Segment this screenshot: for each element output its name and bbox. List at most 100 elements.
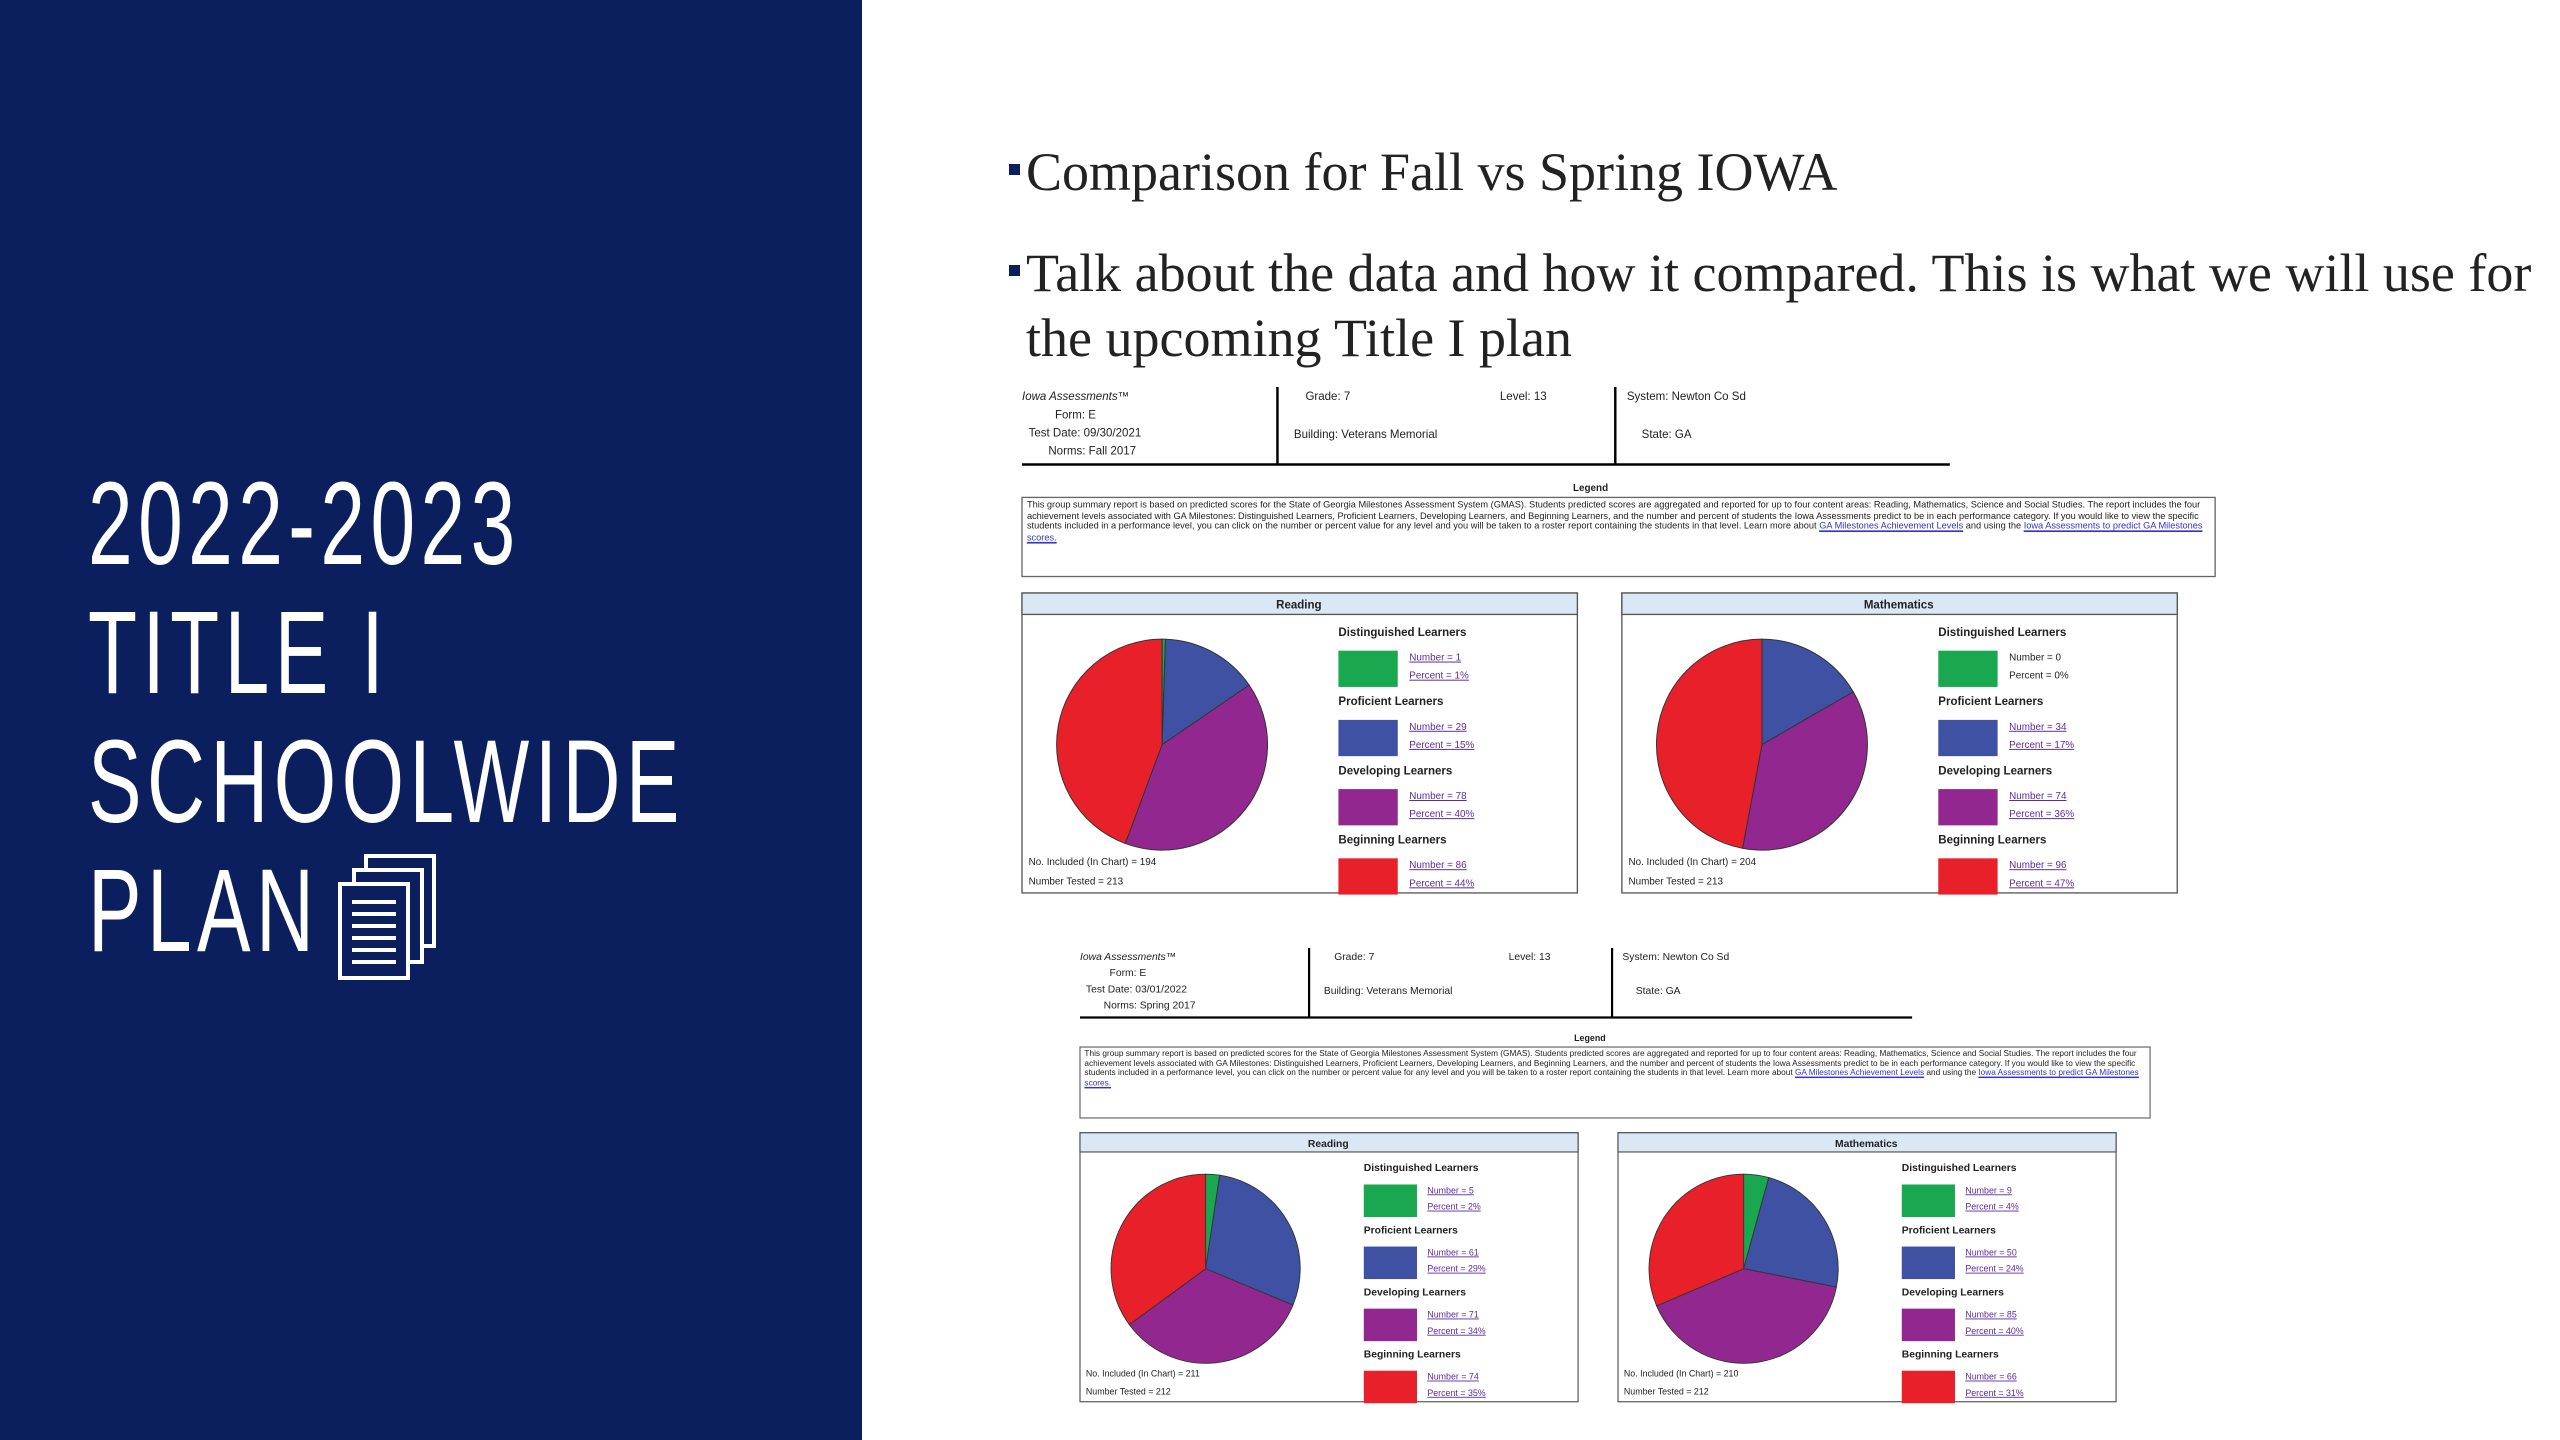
panel: Mathematics Distinguished Learners Number … [1617, 1132, 2117, 1404]
level-number: Number = 0 [2009, 653, 2061, 664]
panel-header [1079, 1132, 1579, 1153]
level-percent[interactable]: Percent = 29% [1427, 1264, 1485, 1274]
panel: Reading Distinguished Learners Number = 5 P… [1079, 1132, 1579, 1404]
pie-slice [1743, 1176, 1839, 1288]
tested-count: Number Tested = 212 [1624, 1386, 1709, 1396]
level-number[interactable]: Number = 71 [1427, 1310, 1479, 1320]
pie-slice [1205, 1174, 1301, 1306]
level-swatch [1363, 1184, 1417, 1217]
legend-link[interactable]: GA Milestones Achievement Levels [1819, 522, 1964, 533]
bullet: Talk about the data and how it compared.… [1009, 241, 2539, 371]
level-name: Developing Learners [1902, 1287, 2004, 1298]
level-percent[interactable]: Percent = 47% [2009, 878, 2074, 889]
level-percent[interactable]: Percent = 40% [1965, 1326, 2023, 1336]
legend-link[interactable]: Iowa Assessments to predict GA Milestone… [1084, 1069, 2139, 1089]
pie-slice [1161, 638, 1250, 746]
level-swatch [1363, 1246, 1417, 1280]
norms: Norms: Fall 2017 [1048, 446, 1136, 458]
level-swatch [1338, 719, 1398, 757]
title-line: 2022-2023 [88, 458, 521, 590]
panel: Mathematics Distinguished Learners Number … [1621, 592, 2178, 895]
level-name: Developing Learners [1938, 765, 2052, 777]
pie-slice [1741, 691, 1868, 851]
level-name: Beginning Learners [1364, 1349, 1461, 1360]
included-count: No. Included (In Chart) = 194 [1029, 857, 1157, 868]
level-percent[interactable]: Percent = 1% [1409, 671, 1469, 682]
level-number[interactable]: Number = 50 [1965, 1247, 2017, 1257]
level-number[interactable]: Number = 86 [1409, 860, 1467, 871]
pie-slice [1761, 638, 1854, 746]
norms: Norms: Spring 2017 [1104, 1001, 1196, 1012]
form: Form: E [1110, 968, 1147, 979]
legend-paragraph: This group summary report is based on pr… [1027, 501, 2210, 544]
level-percent: Percent = 0% [2009, 671, 2069, 682]
legend-text: and using the [1926, 1069, 1977, 1079]
test-date: Test Date: 09/30/2021 [1029, 427, 1142, 439]
level-number[interactable]: Number = 66 [1965, 1372, 2017, 1382]
report: Iowa Assessments™ Form: E Test Date: 09/30… [1021, 387, 2216, 895]
level-swatch [1901, 1184, 1955, 1217]
level-percent[interactable]: Percent = 31% [1965, 1388, 2023, 1398]
level-number[interactable]: Number = 78 [1409, 791, 1467, 802]
level-name: Beginning Learners [1902, 1349, 1999, 1360]
level-name: Proficient Learners [1938, 696, 2043, 708]
panel-header [1021, 592, 1579, 616]
grade: Grade: 7 [1305, 391, 1350, 403]
legend-link[interactable]: Iowa Assessments to predict GA Milestone… [1026, 522, 2203, 544]
level-name: Distinguished Learners [1902, 1163, 2017, 1174]
pie-slice [1656, 1268, 1837, 1364]
legend-text: and using the [1965, 522, 2022, 533]
level-percent[interactable]: Percent = 34% [1427, 1326, 1485, 1336]
level-percent[interactable]: Percent = 36% [2009, 809, 2074, 820]
legend-title: Legend [1574, 1033, 1606, 1043]
bullet-list: Comparison for Fall vs Spring IOWA Talk … [1009, 140, 2539, 407]
level-number[interactable]: Number = 34 [2009, 722, 2067, 733]
level-name: Beginning Learners [1338, 834, 1446, 846]
legend-paragraph: This group summary report is based on pr… [1084, 1050, 2145, 1089]
level-number[interactable]: Number = 61 [1427, 1247, 1479, 1257]
title-line: SCHOOLWIDE [88, 716, 685, 848]
pie-slice [1124, 684, 1268, 851]
level-swatch [1901, 1246, 1955, 1280]
panel-header [1621, 592, 2178, 616]
level-percent[interactable]: Percent = 24% [1965, 1264, 2023, 1274]
pie-slice [1056, 638, 1163, 845]
panel-header [1617, 1132, 2117, 1153]
level-name: Distinguished Learners [1364, 1163, 1479, 1174]
pie-slice [1110, 1173, 1207, 1326]
level-percent[interactable]: Percent = 44% [1409, 878, 1474, 889]
level-percent[interactable]: Percent = 2% [1427, 1202, 1481, 1212]
pie-slice [1128, 1268, 1294, 1364]
level-number[interactable]: Number = 5 [1427, 1185, 1474, 1195]
level-number[interactable]: Number = 85 [1965, 1310, 2017, 1320]
level-swatch [1338, 858, 1398, 895]
grade: Grade: 7 [1334, 952, 1374, 963]
level-number[interactable]: Number = 74 [1427, 1372, 1479, 1382]
level-swatch [1901, 1308, 1955, 1342]
state: State: GA [1642, 429, 1692, 441]
level-percent[interactable]: Percent = 4% [1965, 1202, 2019, 1212]
level-percent[interactable]: Percent = 17% [2009, 740, 2074, 751]
level-number[interactable]: Number = 96 [2009, 860, 2067, 871]
level-number[interactable]: Number = 74 [2009, 791, 2067, 802]
level-percent[interactable]: Percent = 15% [1409, 740, 1474, 751]
level-number[interactable]: Number = 29 [1409, 722, 1467, 733]
level-number[interactable]: Number = 9 [1965, 1185, 2012, 1195]
legend-box [1079, 1046, 2151, 1119]
legend-text-box: This group summary report is based on pr… [1027, 501, 2210, 544]
test-date: Test Date: 03/01/2022 [1086, 984, 1187, 995]
tested-count: Number Tested = 213 [1029, 877, 1124, 888]
building: Building: Veterans Memorial [1294, 429, 1437, 441]
brand: Iowa Assessments™ [1080, 952, 1176, 963]
level-swatch [1363, 1370, 1417, 1404]
level-percent[interactable]: Percent = 40% [1409, 809, 1474, 820]
level-swatch [1363, 1308, 1417, 1342]
level-number[interactable]: Number = 1 [1409, 653, 1461, 664]
level-percent[interactable]: Percent = 35% [1427, 1388, 1485, 1398]
legend-link[interactable]: GA Milestones Achievement Levels [1794, 1069, 1925, 1079]
panel-title: Reading [1276, 600, 1321, 612]
included-count: No. Included (In Chart) = 211 [1086, 1369, 1200, 1379]
level-swatch [1938, 650, 1998, 687]
